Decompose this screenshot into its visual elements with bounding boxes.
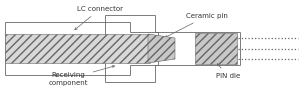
- Text: Ceramic pin: Ceramic pin: [165, 13, 228, 37]
- Bar: [105, 15, 240, 82]
- Text: Receiving
component: Receiving component: [48, 65, 115, 85]
- Bar: [5, 34, 150, 63]
- Text: PIN die: PIN die: [216, 64, 240, 79]
- Bar: [195, 33, 237, 64]
- Text: LC connector: LC connector: [75, 6, 123, 30]
- Polygon shape: [148, 34, 175, 63]
